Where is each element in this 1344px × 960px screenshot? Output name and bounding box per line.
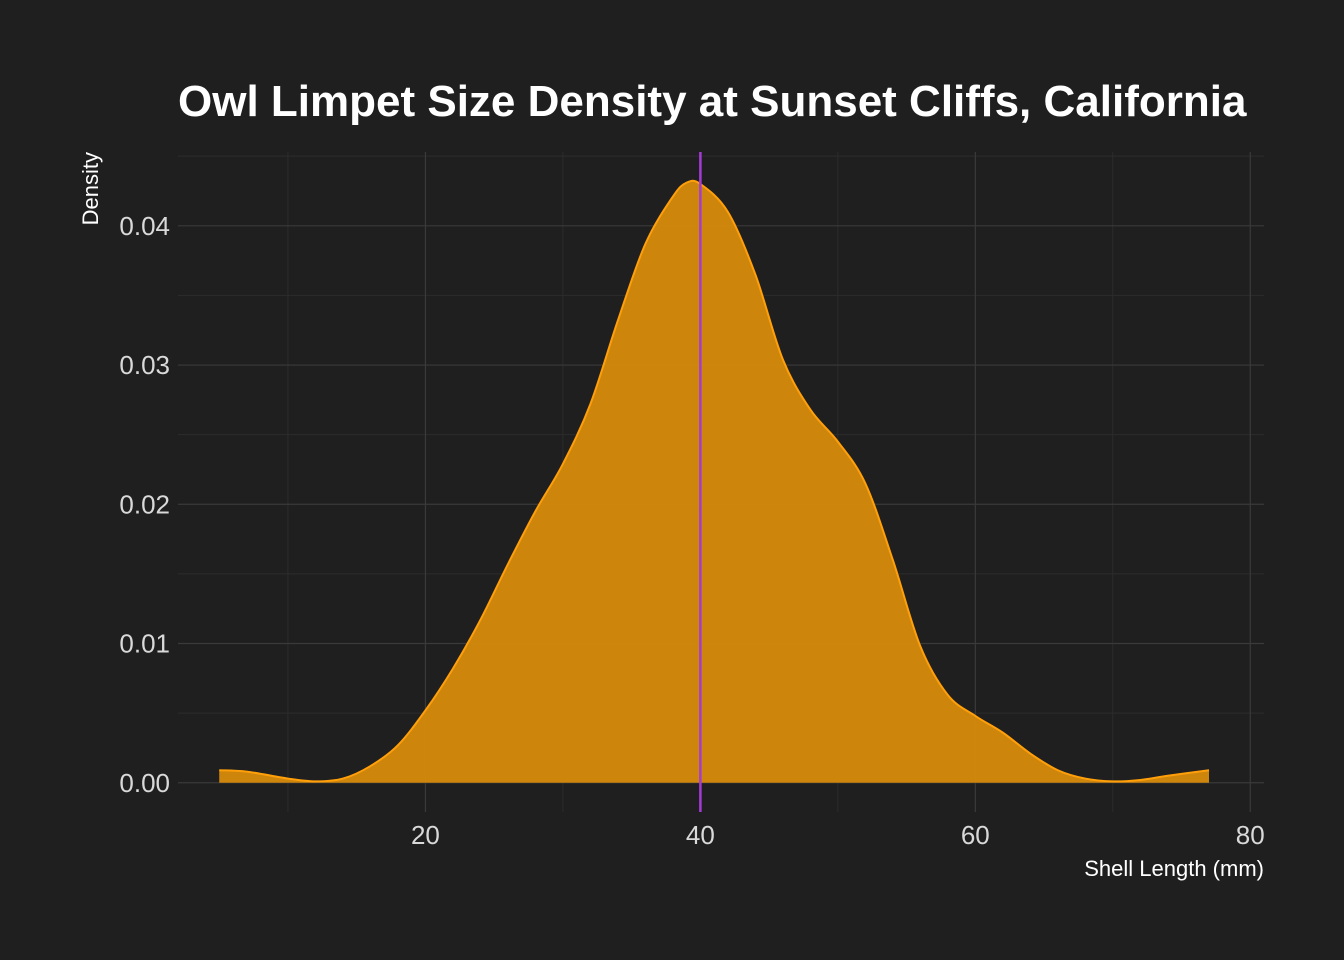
y-tick-label: 0.03 bbox=[119, 350, 170, 380]
tick-layer: 20 40 60 80 0.00 0.01 0.02 0.03 0.04 bbox=[119, 211, 1264, 850]
y-tick-label: 0.02 bbox=[119, 489, 170, 519]
y-tick-label: 0.04 bbox=[119, 211, 170, 241]
x-tick-label: 20 bbox=[411, 820, 440, 850]
y-tick-label: 0.00 bbox=[119, 768, 170, 798]
x-tick-label: 80 bbox=[1236, 820, 1265, 850]
x-axis-title: Shell Length (mm) bbox=[1084, 856, 1264, 881]
y-tick-label: 0.01 bbox=[119, 629, 170, 659]
y-axis-title: Density bbox=[78, 152, 103, 225]
x-tick-label: 40 bbox=[686, 820, 715, 850]
chart-title: Owl Limpet Size Density at Sunset Cliffs… bbox=[178, 77, 1247, 126]
series-layer bbox=[219, 179, 1210, 783]
x-tick-label: 60 bbox=[961, 820, 990, 850]
density-area bbox=[219, 180, 1210, 783]
